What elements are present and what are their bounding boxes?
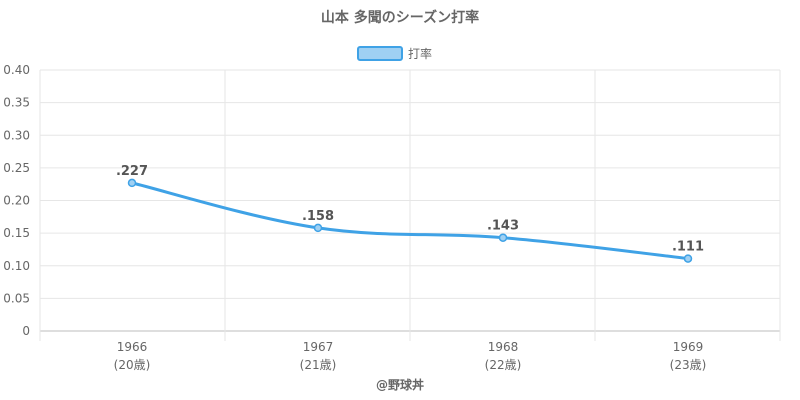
x-tick-label: 1968 [488,340,519,354]
data-label: .143 [487,219,519,234]
x-tick-label: 1967 [303,340,334,354]
y-tick-label: 0.15 [3,226,30,240]
data-point[interactable] [498,233,508,242]
x-tick-sublabel: (23歳) [670,358,707,372]
legend[interactable]: 打率 [357,46,432,61]
footer-credit: @野球丼 [376,377,424,392]
grid [39,69,781,341]
y-tick-label: 0 [22,324,30,338]
chart-title: 山本 多聞のシーズン打率 [321,9,479,26]
y-tick-label: 0.10 [3,259,30,273]
y-axis-ticks: 0 0.05 0.10 0.15 0.20 0.25 0.30 0.35 0.40 [3,63,30,338]
series-line-batting-average [131,181,689,261]
x-tick-sublabel: (21歳) [300,358,337,372]
x-tick-label: 1969 [673,340,704,354]
data-label: .227 [116,164,148,179]
data-labels: .227 .158 .143 .111 [116,164,704,255]
y-tick-label: 0.35 [3,96,30,110]
x-tick-sublabel: (20歳) [114,358,151,372]
x-tick-sublabel: (22歳) [485,358,522,372]
data-point[interactable] [127,178,137,188]
data-point[interactable] [683,254,693,263]
data-label: .158 [302,209,334,224]
x-tick-label: 1966 [117,340,148,354]
data-label: .111 [672,240,704,255]
y-tick-label: 0.25 [3,161,30,175]
y-tick-label: 0.30 [3,128,30,142]
data-points [127,178,693,263]
legend-swatch [357,46,403,61]
x-axis-ticks: 1966 (20歳) 1967 (21歳) 1968 (22歳) 1969 (23歳) [114,340,707,372]
data-point[interactable] [313,223,323,233]
y-tick-label: 0.20 [3,194,30,208]
y-tick-label: 0.05 [3,291,30,305]
legend-label: 打率 [408,46,432,61]
y-tick-label: 0.40 [3,63,30,77]
